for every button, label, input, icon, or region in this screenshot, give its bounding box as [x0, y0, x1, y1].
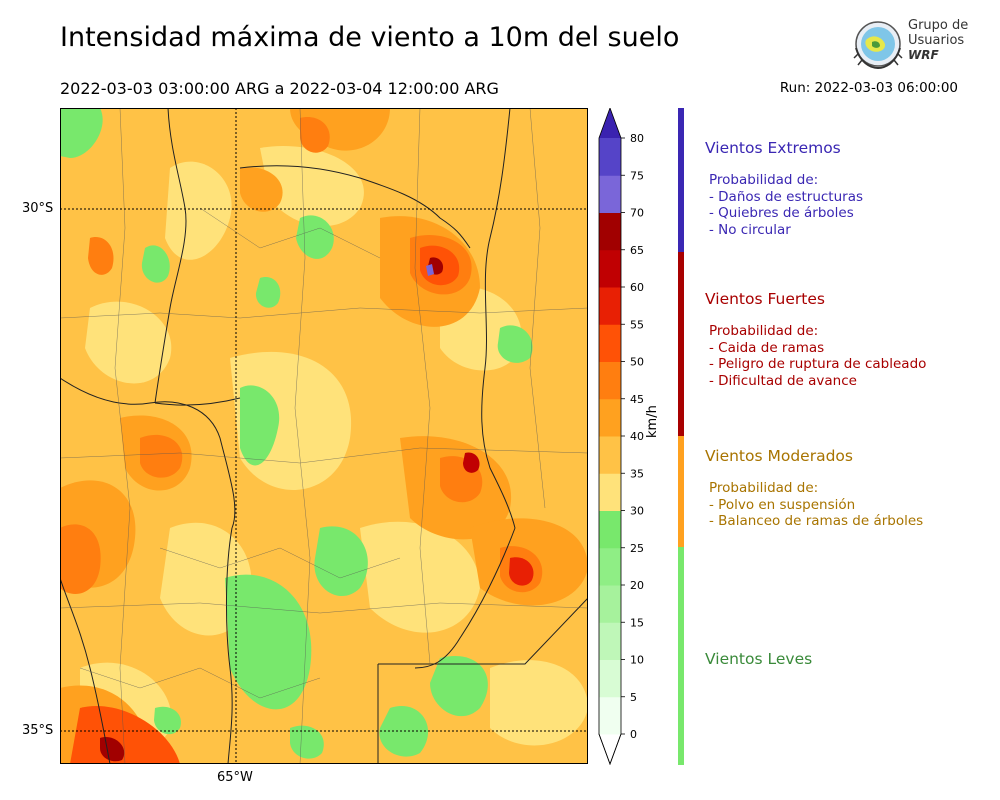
category-desc-extreme: Probabilidad de: - Daños de estructuras …	[709, 172, 864, 238]
lat-label-35: 35°S	[22, 723, 54, 738]
globe-icon	[853, 21, 903, 70]
colorbar-bin	[599, 175, 621, 213]
colorbar-tick-label: 30	[630, 505, 644, 518]
colorbar-bin	[599, 398, 621, 437]
category-desc-moderate: Probabilidad de: - Polvo en suspensión -…	[709, 480, 924, 529]
colorbar-tick-label: 0	[630, 728, 637, 741]
colorbar-tick-label: 10	[630, 654, 644, 667]
lon-label-65: 65°W	[217, 770, 253, 785]
colorbar-bin	[599, 510, 621, 549]
colorbar-tick-label: 60	[630, 281, 644, 294]
wind-map	[60, 108, 588, 764]
colorbar: 0 5 10 15 20 25 30 35 40 45 50 55 60 65 70 75 80	[598, 108, 644, 766]
colorbar-arrow-min	[598, 733, 622, 766]
lat-label-30: 30°S	[22, 201, 54, 216]
category-title-extreme: Vientos Extremos	[705, 139, 841, 157]
colorbar-unit: km/h	[645, 405, 660, 438]
colorbar-tick-label: 45	[630, 393, 644, 406]
colorbar-bin	[599, 473, 621, 511]
colorbar-bin	[599, 212, 621, 251]
colorbar-tick-label: 25	[630, 542, 644, 555]
colorbar-tick-label: 5	[630, 691, 637, 704]
colorbar-arrow-max	[599, 108, 621, 138]
colorbar-bin	[599, 659, 621, 698]
colorbar-bin	[599, 436, 621, 474]
colorbar-bin	[599, 585, 621, 623]
colorbar-tick-label: 65	[630, 244, 644, 257]
category-desc-strong: Probabilidad de: - Caida de ramas - Peli…	[709, 323, 927, 389]
wrf-logo: Grupo de Usuarios WRF	[850, 18, 970, 74]
colorbar-bin	[599, 622, 621, 660]
category-bar-moderate	[678, 436, 684, 547]
logo-text: Grupo de Usuarios WRF	[908, 18, 969, 62]
category-bar-strong	[678, 252, 684, 436]
category-bar-light	[678, 547, 684, 765]
colorbar-bin	[599, 138, 621, 176]
colorbar-bin	[599, 547, 621, 586]
colorbar-tick-label: 50	[630, 356, 644, 369]
colorbar-bin	[599, 361, 621, 400]
category-title-light: Vientos Leves	[705, 650, 813, 668]
colorbar-tick-label: 40	[630, 430, 644, 443]
colorbar-bin	[599, 249, 621, 288]
colorbar-tick-label: 35	[630, 467, 644, 480]
colorbar-tick-label: 55	[630, 318, 644, 331]
colorbar-tick-label: 75	[630, 169, 644, 182]
category-title-strong: Vientos Fuertes	[705, 290, 825, 308]
chart-title: Intensidad máxima de viento a 10m del su…	[60, 22, 680, 53]
colorbar-tick-label: 70	[630, 207, 644, 220]
category-title-moderate: Vientos Moderados	[705, 447, 853, 465]
colorbar-tick-label: 80	[630, 132, 644, 145]
colorbar-bin	[599, 696, 621, 735]
colorbar-bin	[599, 324, 621, 362]
period-label: 2022-03-03 03:00:00 ARG a 2022-03-04 12:…	[60, 79, 499, 98]
category-bar-extreme	[678, 108, 684, 252]
colorbar-bin	[599, 287, 621, 325]
colorbar-tick-label: 20	[630, 579, 644, 592]
colorbar-tick-label: 15	[630, 616, 644, 629]
run-label: Run: 2022-03-03 06:00:00	[779, 80, 958, 96]
